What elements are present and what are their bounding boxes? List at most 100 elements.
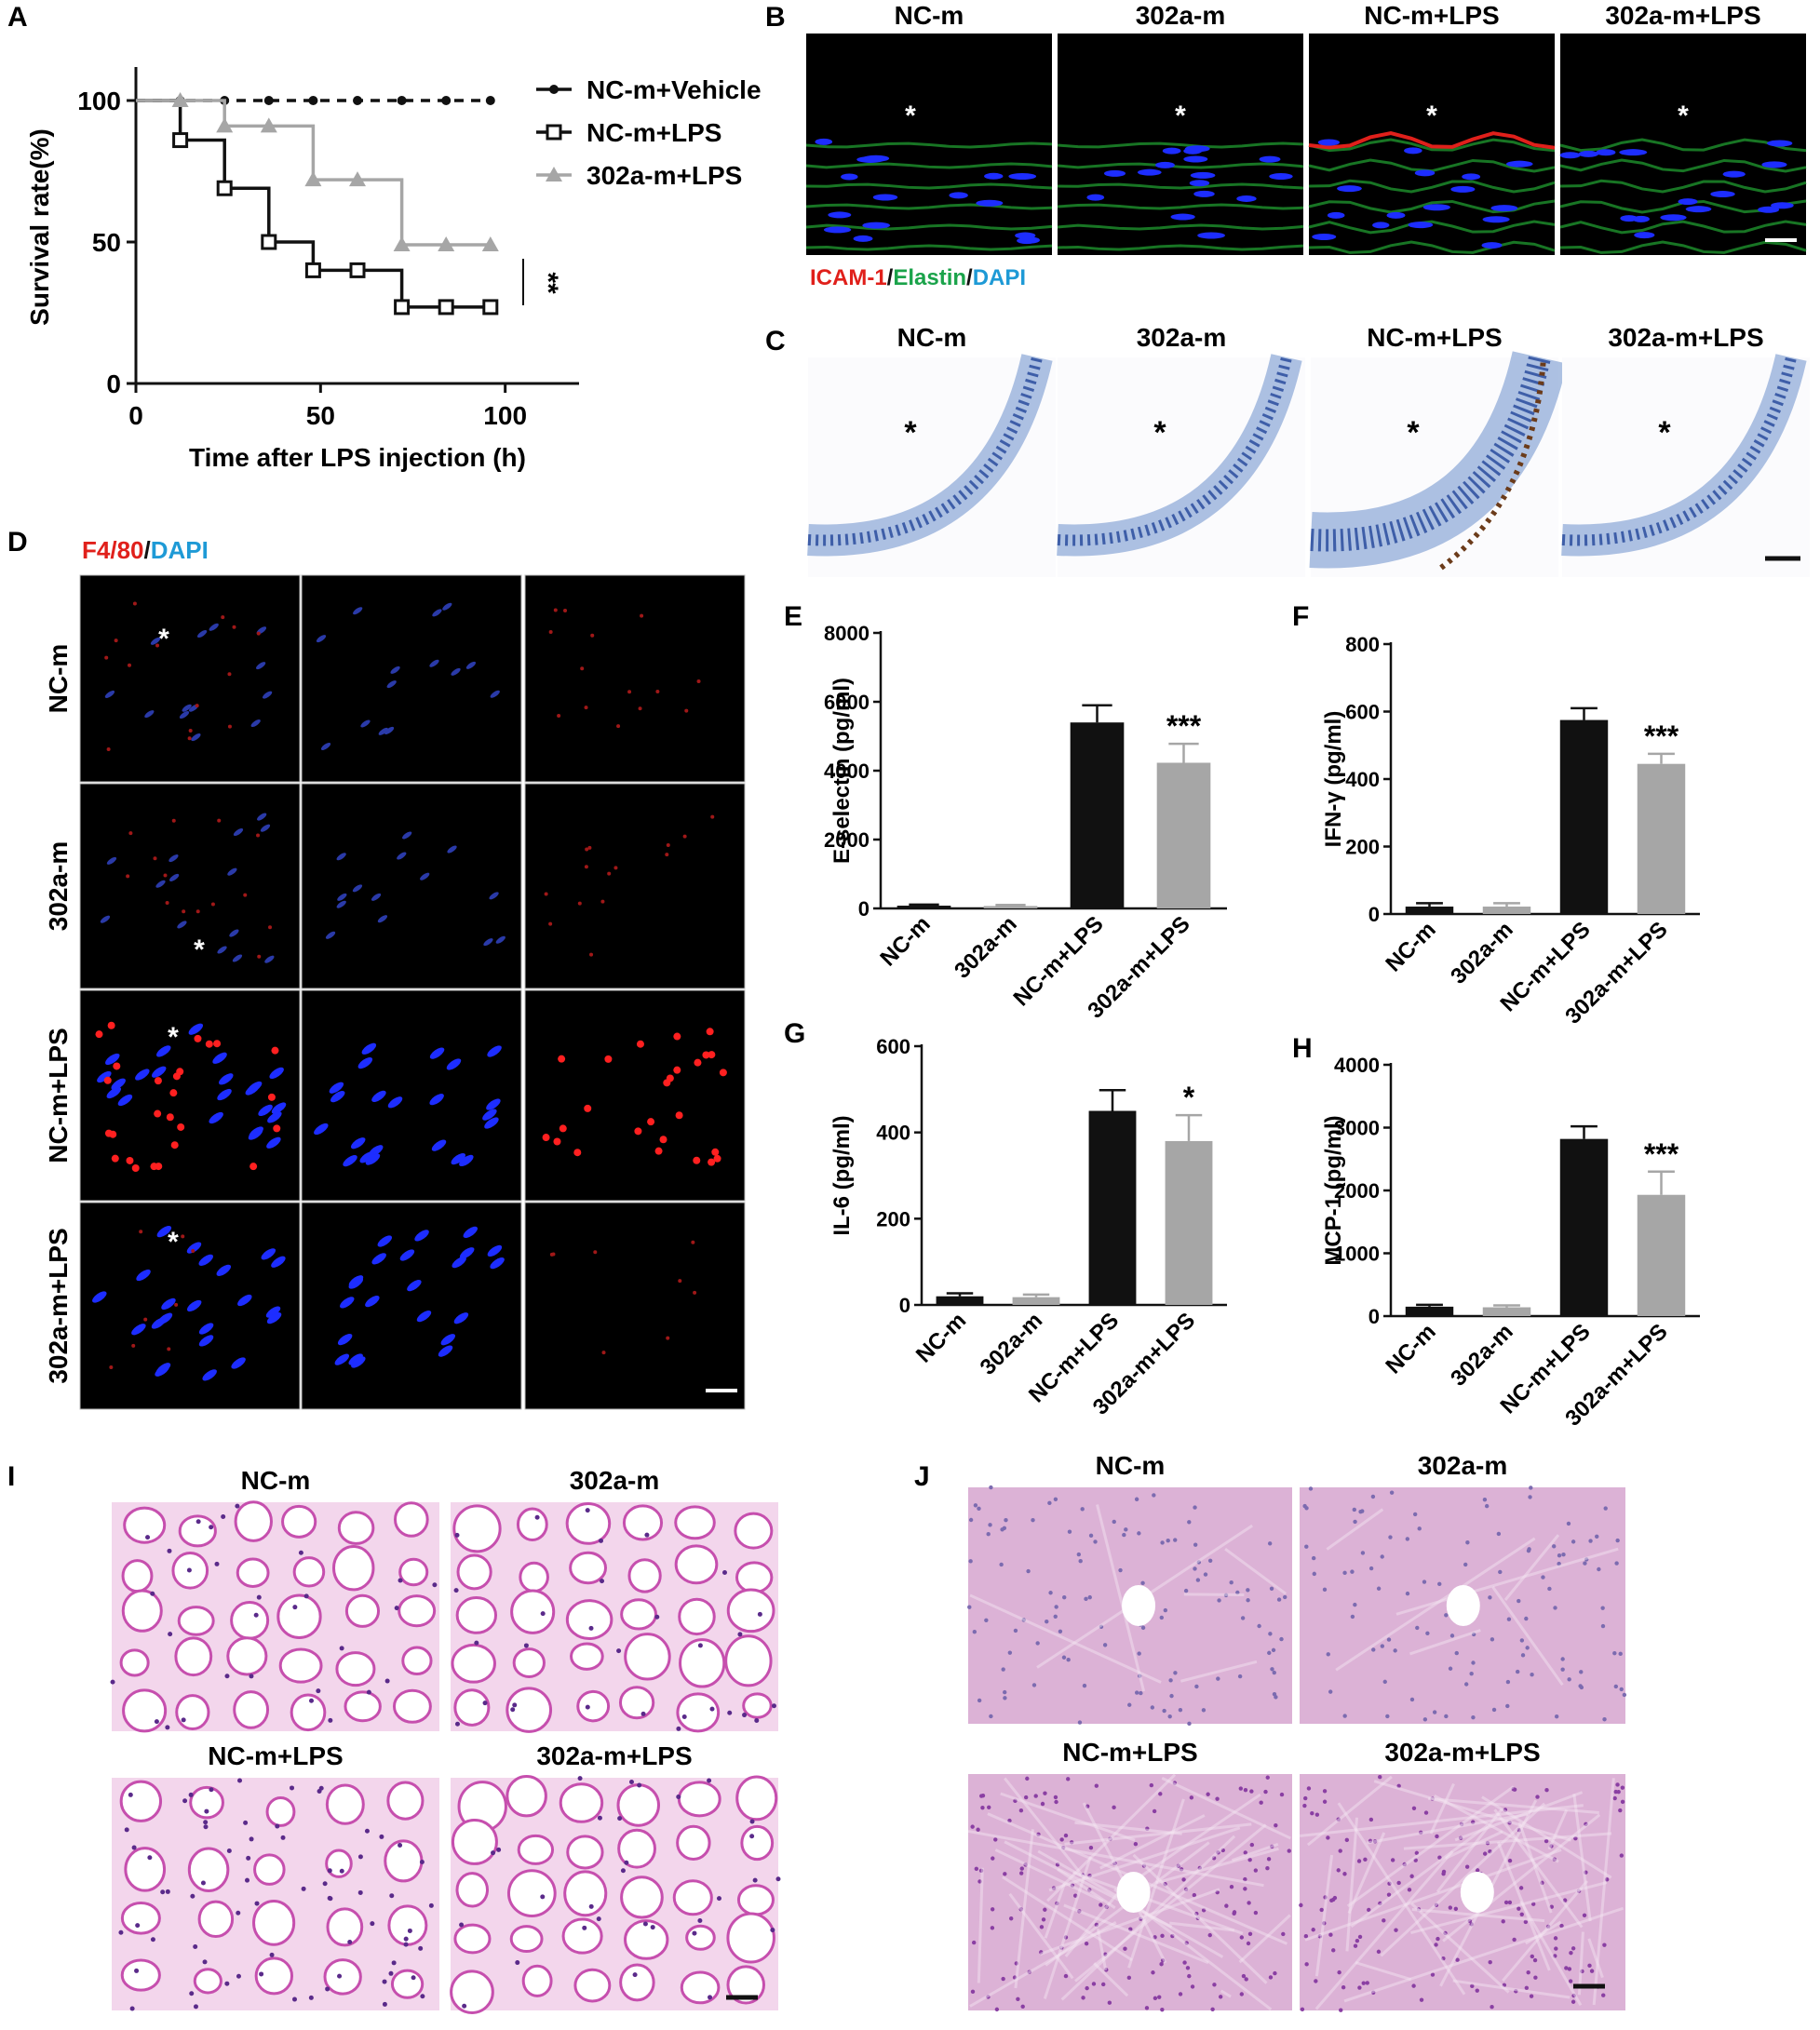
nucleus bbox=[1430, 1796, 1435, 1801]
nucleus bbox=[202, 1959, 208, 1965]
data-point bbox=[485, 96, 495, 105]
nucleus bbox=[366, 1689, 371, 1695]
bar bbox=[1559, 1138, 1609, 1316]
nucleus bbox=[1193, 190, 1215, 197]
nucleus bbox=[1507, 1858, 1513, 1863]
nucleus bbox=[1587, 1963, 1592, 1969]
vessel-nuclei bbox=[1310, 355, 1551, 552]
nucleus bbox=[447, 845, 457, 854]
y-tick-label: 0 bbox=[858, 897, 870, 921]
nucleus bbox=[190, 1893, 195, 1899]
nucleus bbox=[990, 1926, 995, 1930]
x-tick-label: 302a-m bbox=[976, 1308, 1048, 1380]
nucleus bbox=[1571, 1946, 1576, 1951]
bar bbox=[1012, 1297, 1060, 1305]
elastin-band bbox=[1559, 138, 1807, 153]
nucleus bbox=[716, 1896, 721, 1902]
alveolus bbox=[120, 1902, 161, 1935]
sinusoid bbox=[1481, 1795, 1612, 1879]
f480-signal bbox=[702, 1051, 710, 1059]
data-point bbox=[481, 236, 499, 252]
nucleus bbox=[754, 1717, 760, 1723]
nucleus bbox=[1552, 1857, 1557, 1862]
nucleus bbox=[203, 1820, 209, 1825]
nucleus bbox=[1018, 1871, 1024, 1875]
elastin-band bbox=[805, 162, 1053, 169]
row-label: NC-m+LPS bbox=[44, 1028, 73, 1163]
nucleus bbox=[1041, 1917, 1046, 1922]
sinusoid bbox=[1436, 1808, 1503, 1893]
sinusoid bbox=[1183, 1593, 1245, 1596]
nucleus bbox=[209, 1525, 214, 1530]
sinusoid bbox=[1409, 1629, 1481, 1656]
stain-legend-part: / bbox=[966, 265, 973, 290]
nucleus bbox=[1361, 1981, 1366, 1985]
nucleus bbox=[540, 1894, 546, 1900]
nucleus bbox=[1453, 1906, 1459, 1912]
f480-signal bbox=[153, 856, 157, 861]
nucleus bbox=[309, 1698, 315, 1703]
nucleus bbox=[491, 1850, 496, 1856]
alveolus bbox=[566, 1835, 604, 1870]
nucleus bbox=[1463, 1562, 1468, 1567]
panel-j-title: 302a-m+LPS bbox=[1384, 1738, 1540, 1767]
nucleus bbox=[1194, 1911, 1199, 1916]
central-vein bbox=[1122, 1585, 1156, 1626]
nucleus bbox=[1172, 1781, 1178, 1785]
y-tick-label: 0 bbox=[1368, 1305, 1380, 1328]
nucleus bbox=[1167, 1714, 1172, 1719]
y-tick-label: 4000 bbox=[1334, 1054, 1380, 1077]
nucleus bbox=[628, 1780, 634, 1785]
nucleus bbox=[104, 690, 115, 698]
sinusoid bbox=[994, 1849, 1104, 1902]
nucleus bbox=[970, 1989, 976, 1995]
nucleus bbox=[1612, 1650, 1617, 1656]
y-tick-label: 2000 bbox=[1334, 1179, 1380, 1203]
sinusoid bbox=[1000, 1792, 1136, 1842]
nucleus bbox=[150, 1591, 155, 1596]
nucleus bbox=[1240, 1616, 1246, 1620]
f480-signal bbox=[271, 1046, 279, 1055]
alveolus bbox=[735, 1561, 774, 1594]
nucleus bbox=[249, 1836, 254, 1842]
panel-h-bar-chart: H 0 1000 2000 3000 4000 MCP-1 (pg/ml) NC-m 302a-… bbox=[1292, 1033, 1700, 1432]
sinusoid bbox=[1355, 1961, 1412, 1982]
sinusoid bbox=[1502, 1879, 1589, 1983]
sinusoid bbox=[1525, 1920, 1562, 1945]
nucleus bbox=[600, 1579, 605, 1584]
nucleus bbox=[303, 1593, 309, 1599]
nucleus bbox=[1613, 1684, 1619, 1689]
nucleus bbox=[1554, 1714, 1559, 1719]
alveolus bbox=[676, 1692, 721, 1733]
alveolus bbox=[331, 1544, 375, 1592]
nucleus bbox=[329, 1082, 344, 1094]
alveolus bbox=[344, 1690, 382, 1723]
alveolus bbox=[390, 1969, 425, 1999]
nucleus bbox=[1376, 1586, 1382, 1591]
f480-signal bbox=[616, 724, 621, 729]
nucleus bbox=[1137, 1651, 1141, 1656]
nucleus bbox=[616, 1648, 622, 1654]
alveolus bbox=[278, 1647, 323, 1684]
nucleus bbox=[1072, 1893, 1078, 1898]
nucleus bbox=[1002, 1689, 1007, 1695]
nucleus bbox=[1274, 1822, 1278, 1828]
nucleus bbox=[186, 1299, 202, 1312]
nucleus bbox=[1012, 1975, 1018, 1980]
nucleus bbox=[198, 1335, 214, 1347]
sinusoid bbox=[1004, 1840, 1173, 1929]
nucleus bbox=[301, 1886, 306, 1891]
nucleus bbox=[124, 1827, 129, 1833]
alveolus bbox=[510, 1589, 556, 1634]
lumen-asterisk: * bbox=[194, 934, 205, 965]
nucleus bbox=[320, 742, 331, 750]
nucleus bbox=[1393, 1648, 1397, 1653]
data-point bbox=[216, 117, 234, 133]
nucleus bbox=[585, 1508, 590, 1513]
f480-signal bbox=[580, 666, 585, 671]
sinusoid bbox=[969, 1593, 1162, 1684]
nucleus bbox=[1243, 1876, 1247, 1882]
nucleus bbox=[131, 1845, 137, 1850]
nucleus bbox=[1455, 1957, 1460, 1962]
nucleus bbox=[1409, 1697, 1415, 1702]
